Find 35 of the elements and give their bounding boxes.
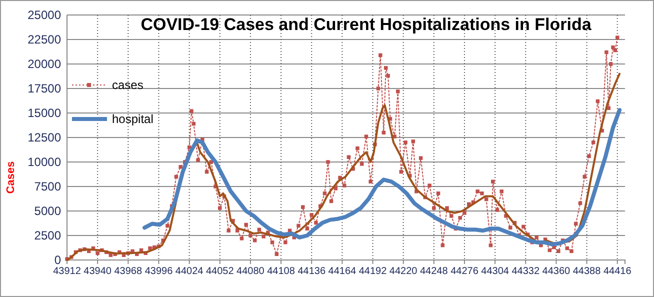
x-tick-label: 44276 xyxy=(450,266,479,278)
x-tick-label: 43940 xyxy=(84,266,112,278)
legend-label: cases xyxy=(112,78,144,92)
y-tick-label: 10000 xyxy=(28,154,62,169)
x-tick-label: 44108 xyxy=(267,266,296,278)
x-tick-label: 44052 xyxy=(206,266,234,278)
y-tick-label: 5000 xyxy=(34,204,62,218)
y-tick-label: 12500 xyxy=(28,130,62,144)
line-series xyxy=(66,72,621,261)
x-tick-label: 44416 xyxy=(603,266,632,278)
y-axis-title: Cases xyxy=(5,161,17,194)
y-tick-label: 2500 xyxy=(34,228,62,242)
x-tick-label: 43996 xyxy=(144,266,174,278)
x-tick-label: 43912 xyxy=(53,266,82,278)
x-tick-label: 43968 xyxy=(114,266,142,278)
x-tick-label: 44024 xyxy=(175,266,204,278)
legend-label: hospital xyxy=(112,112,154,126)
y-tick-label: 17500 xyxy=(28,81,62,96)
x-tick-label: 44332 xyxy=(512,266,540,278)
x-tick-label: 44136 xyxy=(298,266,326,278)
y-tick-label: 7500 xyxy=(34,179,62,194)
x-tick-label: 44164 xyxy=(328,266,357,278)
x-tick-label: 44220 xyxy=(389,266,418,278)
y-tick-label: 25000 xyxy=(28,8,62,22)
x-tick-label: 44080 xyxy=(236,266,265,278)
y-tick-label: 0 xyxy=(54,252,62,267)
y-tick-label: 15000 xyxy=(28,106,62,120)
y-tick-label: 22500 xyxy=(28,32,62,46)
x-tick-label: 44304 xyxy=(481,266,510,278)
chart-title: COVID-19 Cases and Current Hospitalizations in Florida xyxy=(140,15,592,34)
x-tick-label: 44248 xyxy=(420,266,448,278)
x-tick-label: 44360 xyxy=(542,266,571,278)
x-tick-label: 44192 xyxy=(358,266,388,278)
x-tick-label: 44388 xyxy=(572,266,602,278)
y-tick-label: 20000 xyxy=(28,56,62,71)
